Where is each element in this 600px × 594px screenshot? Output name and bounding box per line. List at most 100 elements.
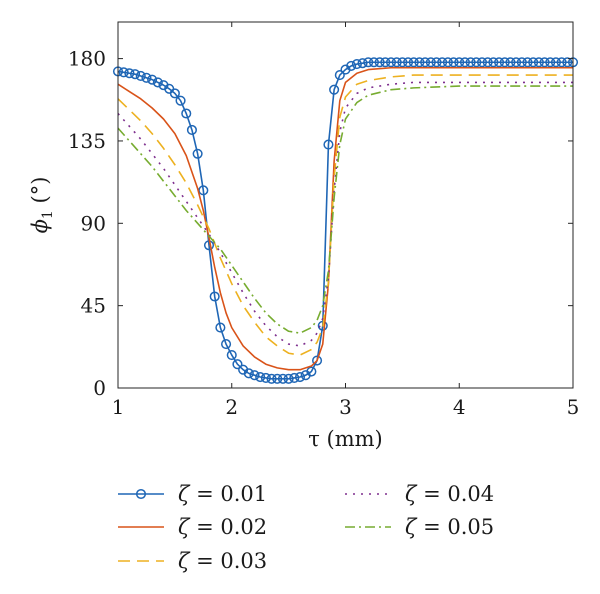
- series-1-marker-19: [215, 322, 226, 333]
- series-1-marker-8: [152, 77, 163, 88]
- series-1-marker-3: [124, 68, 135, 79]
- series-1-marker-38: [323, 139, 334, 150]
- series-1-marker-13: [181, 108, 192, 119]
- series-1-marker-62: [459, 57, 470, 68]
- y-tick-label: 180: [68, 47, 106, 71]
- series-1-marker-59: [442, 57, 453, 68]
- series-1-marker-28: [266, 373, 277, 384]
- series-1-marker-15: [192, 148, 203, 159]
- series-1-marker-73: [522, 57, 533, 68]
- legend-label-symbol: ζ: [178, 482, 191, 506]
- series-1-marker-33: [294, 371, 306, 383]
- series-1-marker-61: [454, 57, 465, 68]
- series-1-marker-45: [363, 57, 374, 68]
- series-1-marker-24: [243, 368, 254, 379]
- legend-label-symbol: ζ: [178, 549, 191, 573]
- x-tick-label: 5: [567, 395, 580, 419]
- legend-label-symbol: ζ: [405, 515, 418, 539]
- x-tick-label: 1: [112, 395, 125, 419]
- series-1-marker-70: [505, 57, 516, 68]
- series-1-marker-27: [260, 372, 271, 383]
- legend-marker-1: [135, 488, 147, 500]
- y-axis-label-unit: (°): [28, 177, 52, 211]
- x-tick-label: 2: [225, 395, 238, 419]
- series-1-marker-32: [289, 372, 300, 383]
- series-line-4: [117, 81, 573, 347]
- legend-label-value: = 0.04: [416, 482, 494, 506]
- x-axis-label: τ (mm): [308, 427, 383, 451]
- series-1-marker-50: [391, 57, 402, 68]
- plot-area: [112, 57, 579, 384]
- series-1-marker-40: [334, 70, 345, 81]
- series-1-marker-53: [408, 57, 419, 68]
- series-1-marker-35: [306, 366, 317, 377]
- series-1-marker-20: [221, 339, 232, 350]
- series-1-marker-12: [175, 95, 186, 106]
- legend-label-value: = 0.01: [189, 482, 267, 506]
- series-1-marker-44: [357, 58, 368, 69]
- y-tick-label: 45: [81, 294, 106, 318]
- legend-label-5: ζ = 0.05: [405, 515, 494, 539]
- series-1-marker-25: [249, 370, 260, 381]
- legend-label-1: ζ = 0.01: [178, 482, 267, 506]
- legend: ζ = 0.01ζ = 0.02ζ = 0.03ζ = 0.04ζ = 0.05: [118, 482, 494, 573]
- series-1-marker-43: [351, 59, 362, 70]
- y-tick-label: 0: [93, 376, 106, 400]
- x-tick-label: 4: [453, 395, 466, 419]
- series-1-marker-52: [403, 57, 414, 68]
- series-line-3: [117, 74, 573, 356]
- series-1-marker-58: [437, 57, 448, 68]
- series-1-marker-57: [431, 57, 442, 68]
- series-1-marker-26: [255, 371, 266, 383]
- y-tick-label: 135: [68, 129, 106, 153]
- series-1-marker-30: [277, 373, 288, 384]
- series-1-marker-14: [186, 124, 197, 136]
- legend-label-symbol: ζ: [178, 515, 191, 539]
- series-1-marker-55: [420, 57, 431, 68]
- series-line-5: [117, 85, 573, 334]
- series-1-marker-48: [380, 57, 391, 68]
- series-1-marker-6: [141, 72, 152, 83]
- series-1-marker-49: [385, 57, 397, 68]
- axes-frame: [117, 21, 574, 389]
- series-1-marker-21: [226, 350, 237, 361]
- series-1-marker-75: [533, 57, 544, 68]
- legend-label-value: = 0.03: [189, 549, 267, 573]
- series-1-marker-5: [135, 70, 146, 82]
- series-1-marker-78: [550, 57, 561, 68]
- series-1-marker-63: [465, 57, 476, 68]
- series-1-marker-66: [482, 57, 493, 68]
- series-1-marker-54: [414, 57, 425, 68]
- series-1-marker-46: [368, 57, 379, 68]
- series-1-marker-4: [130, 69, 141, 80]
- series-1-marker-29: [272, 373, 283, 384]
- series-1-marker-42: [346, 60, 357, 71]
- series-1-marker-47: [374, 57, 385, 68]
- series-1-marker-80: [562, 57, 573, 68]
- y-axis-label-symbol: ϕ: [28, 219, 52, 233]
- series-1-marker-51: [397, 57, 408, 68]
- legend-label-4: ζ = 0.04: [405, 482, 494, 506]
- legend-label-symbol: ζ: [405, 482, 418, 506]
- series-1-marker-76: [539, 57, 550, 68]
- series-1-marker-74: [528, 57, 539, 68]
- series-1-marker-22: [232, 359, 243, 370]
- series-1-marker-36: [312, 355, 323, 366]
- legend-label-2: ζ = 0.02: [178, 515, 267, 539]
- legend-label-value: = 0.02: [189, 515, 267, 539]
- series-1-marker-65: [476, 57, 488, 68]
- series-1-marker-71: [511, 57, 522, 68]
- series-1-marker-56: [425, 57, 436, 68]
- legend-label-value: = 0.05: [416, 515, 494, 539]
- series-1-marker-64: [471, 57, 482, 68]
- series-1-marker-60: [448, 57, 459, 68]
- series-1-marker-18: [209, 291, 220, 302]
- series-1-marker-77: [545, 57, 556, 68]
- series-1-marker-72: [516, 57, 527, 68]
- series-1-marker-79: [556, 57, 567, 68]
- series-1-marker-68: [494, 57, 505, 68]
- y-tick-label: 90: [81, 211, 106, 235]
- series-1-marker-7: [147, 74, 158, 85]
